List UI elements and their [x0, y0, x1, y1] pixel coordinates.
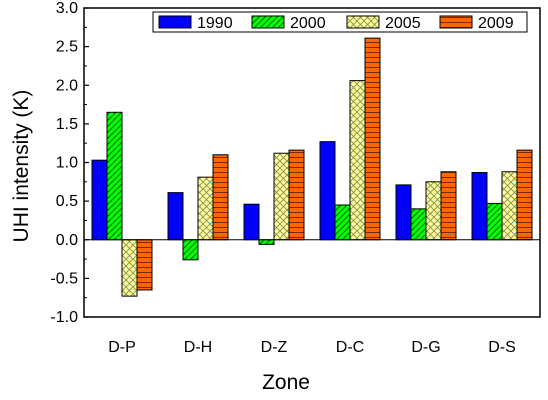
bar-2009-D-P — [136, 239, 153, 291]
bar-2009-D-C — [364, 37, 381, 241]
legend-box — [152, 11, 528, 33]
bar-2000-D-Z — [258, 239, 275, 245]
y-tick-label: 2.0 — [56, 77, 78, 94]
bar-2009-D-Z — [288, 149, 305, 241]
bar-2009-D-S — [516, 149, 533, 241]
y-tick-label: 1.5 — [56, 116, 78, 133]
y-tick-label: -1.0 — [50, 309, 78, 326]
y-tick-label: 2.5 — [56, 39, 78, 56]
bar-2005-D-H — [197, 176, 214, 241]
legend-label-2009: 2009 — [478, 15, 514, 32]
legend: 1990 2000 2005 2009 — [152, 11, 528, 33]
y-tick-label: -0.5 — [50, 270, 78, 287]
bar-2000-D-P — [106, 111, 123, 241]
bar-1990-D-Z — [243, 203, 260, 241]
legend-swatch-2000 — [251, 15, 285, 29]
bar-2000-D-S — [486, 202, 503, 241]
x-category-label: D-P — [108, 339, 136, 356]
legend-label-2000: 2000 — [290, 15, 326, 32]
bar-1990-D-S — [471, 172, 488, 241]
bar-2005-D-S — [501, 171, 518, 241]
y-tick-label: 1.0 — [56, 155, 78, 172]
bar-1990-D-C — [319, 141, 336, 241]
x-category-label: D-Z — [261, 339, 288, 356]
bar-2009-D-G — [440, 171, 457, 241]
legend-label-1990: 1990 — [197, 15, 233, 32]
y-tick-label: 3.0 — [56, 0, 78, 17]
x-category-label: D-G — [411, 339, 440, 356]
y-tick-label: 0.5 — [56, 193, 78, 210]
bar-1990-D-H — [167, 192, 184, 241]
legend-label-2005: 2005 — [385, 15, 421, 32]
y-axis-title: UHI intensity (K) — [10, 90, 33, 243]
x-category-label: D-C — [336, 339, 364, 356]
legend-swatch-1990 — [158, 15, 192, 29]
x-axis-title: Zone — [262, 371, 310, 394]
bar-2000-D-G — [410, 208, 427, 241]
bar-2000-D-C — [334, 204, 351, 241]
bar-2005-D-C — [349, 80, 366, 241]
bar-2005-D-Z — [273, 152, 290, 241]
bar-1990-D-P — [91, 159, 108, 241]
legend-swatch-2005 — [346, 15, 380, 29]
bar-2000-D-H — [182, 239, 199, 261]
y-tick-label: 0.0 — [56, 232, 78, 249]
bar-1990-D-G — [395, 184, 412, 241]
legend-swatch-2009 — [439, 15, 473, 29]
bar-2009-D-H — [212, 154, 229, 241]
bar-2005-D-P — [121, 239, 138, 297]
x-category-label: D-H — [184, 339, 212, 356]
x-category-label: D-S — [488, 339, 516, 356]
bar-2005-D-G — [425, 181, 442, 241]
